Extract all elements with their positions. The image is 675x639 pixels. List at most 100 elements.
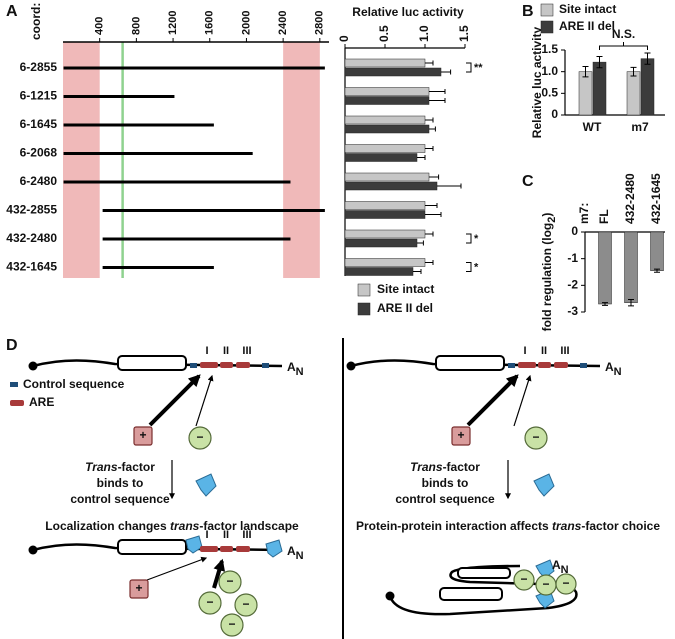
minus: −: [562, 576, 569, 590]
row-label: 432-2855: [6, 203, 57, 217]
mrna-left-bottom: I II III AN + − − − −: [28, 529, 304, 637]
legend-swatch: [10, 382, 18, 387]
error-bar: [425, 231, 434, 237]
y-axis-label-part: fold regulation (log: [540, 223, 554, 332]
bar: [344, 153, 418, 162]
bar: [344, 58, 426, 68]
negative-factor: [234, 593, 258, 617]
bar: [344, 238, 418, 248]
are-site: [554, 362, 568, 368]
site-label: I: [205, 345, 208, 357]
x-tick-label: 1.5: [457, 25, 471, 42]
error-bar: [630, 66, 637, 77]
site-label: III: [560, 345, 569, 357]
site-label: II: [223, 345, 229, 357]
x-tick-label: 1200: [167, 11, 179, 35]
error-bar: [413, 269, 422, 274]
bar: [624, 231, 638, 303]
error-bar: [644, 52, 651, 65]
are-site: [200, 546, 218, 552]
error-bar: [596, 56, 603, 69]
stem-loop: [439, 587, 503, 601]
stem-loop: [117, 539, 187, 555]
bar: [344, 258, 426, 267]
are-site: [518, 362, 536, 368]
arrow: [466, 374, 519, 427]
x-tick-label: 432-1645: [649, 173, 663, 224]
x-tick-label: 1600: [204, 11, 216, 35]
y-tick-label: 0.5: [541, 86, 558, 100]
legend-swatch: [540, 3, 554, 17]
y-tick-label: 0: [571, 224, 578, 238]
bar: [344, 267, 414, 276]
arrow: [212, 558, 226, 589]
negative-factor: [513, 569, 535, 591]
trans-factor: [195, 473, 217, 497]
poly-a: AN: [287, 360, 304, 378]
site-label: I: [205, 529, 208, 541]
trans-factor: [185, 535, 203, 554]
row-label: 432-2480: [6, 231, 57, 245]
y-tick-label: -1: [567, 251, 578, 265]
annotation: N.S.: [612, 27, 635, 41]
minus: −: [206, 595, 213, 609]
error-bar: [654, 268, 660, 273]
y-axis-label-part: ): [540, 213, 554, 217]
arrow: [513, 374, 532, 427]
minus: −: [532, 430, 539, 444]
poly-a: AN: [552, 558, 569, 576]
annotation-bracket: [599, 42, 648, 50]
are-site: [220, 546, 233, 552]
x-tick-label: 2000: [240, 11, 252, 35]
step-text: binds to: [422, 476, 469, 490]
site-label: III: [242, 529, 251, 541]
step-text: control sequence: [395, 492, 495, 506]
significance-label: **: [474, 62, 483, 74]
arrow: [195, 374, 214, 427]
x-tick-label: WT: [583, 120, 602, 134]
header-label: m7:: [577, 203, 591, 224]
row-label: 6-2855: [20, 60, 58, 74]
mrna-left-top: I II III AN Control sequence ARE + − Tra…: [10, 345, 304, 533]
site-label: II: [541, 345, 547, 357]
mrna: [32, 543, 283, 552]
x-axis-label: coord:: [29, 3, 43, 40]
trans-factor: [265, 539, 283, 558]
bar: [344, 67, 442, 77]
bar: [344, 115, 426, 125]
error-bar: [429, 174, 440, 180]
x-tick-label: 800: [130, 17, 142, 35]
x-tick-label: 0.5: [377, 25, 391, 42]
bar: [344, 201, 426, 210]
negative-factor: [198, 591, 222, 615]
minus: −: [542, 577, 549, 591]
positive-factor: [129, 579, 149, 599]
panel-label: D: [6, 337, 18, 354]
arrow: [146, 556, 208, 581]
negative-factor: [220, 613, 244, 637]
mrna: [350, 359, 601, 368]
positive-factor: [451, 426, 471, 446]
error-bar: [425, 260, 434, 265]
row-label: 6-2480: [20, 174, 58, 188]
error-bar: [425, 212, 442, 217]
stem-loop: [117, 355, 187, 371]
legend-swatch: [10, 400, 24, 406]
significance-bracket: [466, 62, 472, 73]
legend-label: ARE II del: [377, 301, 433, 315]
arrow: [148, 374, 201, 427]
control-sequence: [190, 363, 197, 368]
step-title: Localization changes trans-factor landsc…: [45, 519, 299, 533]
bar: [592, 61, 607, 116]
are-site: [220, 362, 233, 368]
x-tick-label: 2800: [314, 11, 326, 35]
mrna-right-bottom: AN − − −: [385, 558, 578, 616]
error-bar: [429, 89, 446, 94]
control-sequence: [262, 363, 269, 368]
bar: [344, 210, 426, 219]
y-tick-label: -2: [567, 278, 578, 292]
error-bar: [425, 146, 434, 151]
are-site: [236, 362, 250, 368]
error-bar: [437, 183, 462, 189]
